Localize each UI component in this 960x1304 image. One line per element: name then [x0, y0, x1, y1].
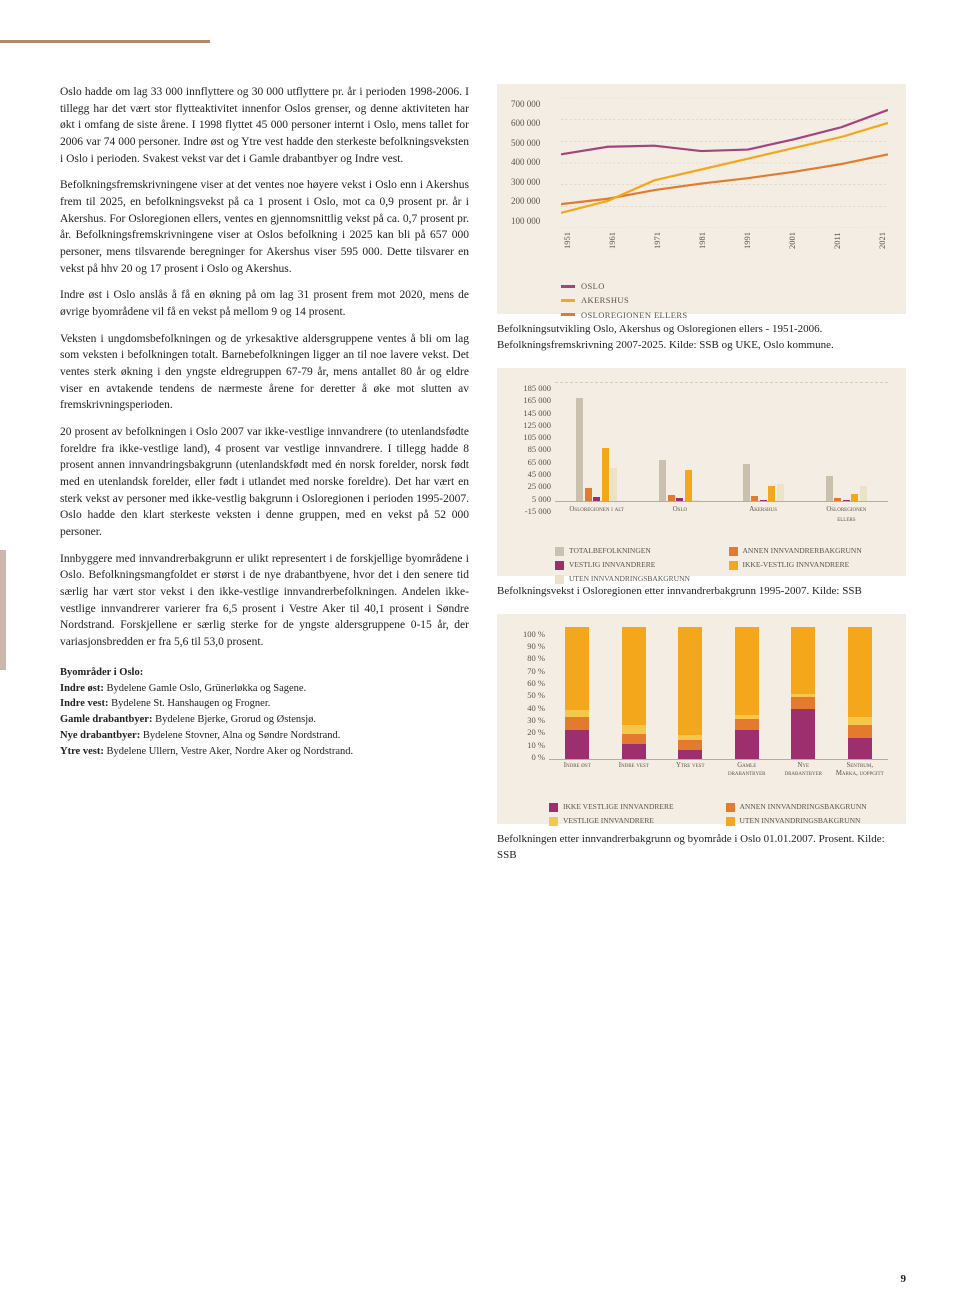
- x-axis-labels: Osloregionen i altOsloAkershusOsloregion…: [555, 504, 888, 524]
- byom-line: Bydelene St. Hanshaugen og Frogner.: [111, 698, 270, 709]
- byom-title: Byområder i Oslo:: [60, 667, 143, 678]
- top-rule: [0, 40, 210, 43]
- body-para: 20 prosent av befolkningen i Oslo 2007 v…: [60, 424, 469, 541]
- body-para: Oslo hadde om lag 33 000 innflyttere og …: [60, 84, 469, 167]
- x-axis-labels: Indre østIndre vestYtre vestGamle draban…: [549, 762, 888, 778]
- x-axis-labels: 19511961197119811991200120112021: [561, 232, 888, 249]
- line-chart-plot: 700 000600 000500 000400 000300 000200 0…: [511, 98, 892, 250]
- page-content: Oslo hadde om lag 33 000 innflyttere og …: [60, 84, 906, 878]
- chart-stacked-percent: 100 %90 %80 %70 %60 %50 %40 %30 %20 %10 …: [497, 614, 906, 824]
- chart-population-line: 700 000600 000500 000400 000300 000200 0…: [497, 84, 906, 314]
- left-column: Oslo hadde om lag 33 000 innflyttere og …: [60, 84, 469, 878]
- byom-line: Bydelene Stovner, Alna og Søndre Nordstr…: [143, 730, 341, 741]
- chart-legend: Ikke vestlige innvandrereAnnen innvandri…: [549, 802, 892, 827]
- stacked-chart-plot: 100 %90 %80 %70 %60 %50 %40 %30 %20 %10 …: [511, 628, 892, 776]
- y-axis-labels: 185 000165 000145 000125 000105 00085 00…: [511, 382, 551, 502]
- body-para: Innbyggere med innvandrerbakgrunn er uli…: [60, 551, 469, 651]
- side-tab: [0, 550, 6, 670]
- page-number: 9: [901, 1272, 907, 1288]
- chart-caption: Befolkningen etter innvandrerbakgrunn og…: [497, 832, 906, 864]
- body-para: Indre øst i Oslo anslås å få en økning p…: [60, 287, 469, 320]
- y-axis-labels: 100 %90 %80 %70 %60 %50 %40 %30 %20 %10 …: [511, 628, 545, 760]
- chart-growth-bars: 185 000165 000145 000125 000105 00085 00…: [497, 368, 906, 576]
- byomrader-box: Byområder i Oslo: Indre øst: Bydelene Ga…: [60, 665, 469, 760]
- byom-line: Bydelene Gamle Oslo, Grünerløkka og Sage…: [106, 683, 306, 694]
- chart-legend: OsloAkershusOsloregionen ellers: [561, 280, 892, 321]
- body-para: Befolkningsfremskrivningene viser at det…: [60, 177, 469, 277]
- chart-caption: Befolkningsutvikling Oslo, Akershus og O…: [497, 322, 906, 354]
- chart-legend: TotalbefolkningenAnnen innvandrerbakgrun…: [555, 546, 892, 585]
- right-column: 700 000600 000500 000400 000300 000200 0…: [497, 84, 906, 878]
- body-para: Veksten i ungdomsbefolkningen og de yrke…: [60, 331, 469, 414]
- plot-area: [549, 628, 888, 760]
- plot-area: [555, 382, 888, 502]
- bar-chart-plot: 185 000165 000145 000125 000105 00085 00…: [511, 382, 892, 518]
- byom-line: Bydelene Bjerke, Grorud og Østensjø.: [155, 714, 316, 725]
- byom-line: Bydelene Ullern, Vestre Aker, Nordre Ake…: [106, 746, 353, 757]
- chart-caption: Befolkningsvekst i Osloregionen etter in…: [497, 584, 906, 600]
- plot-area: [561, 98, 888, 228]
- y-axis-labels: 700 000600 000500 000400 000300 000200 0…: [511, 98, 557, 228]
